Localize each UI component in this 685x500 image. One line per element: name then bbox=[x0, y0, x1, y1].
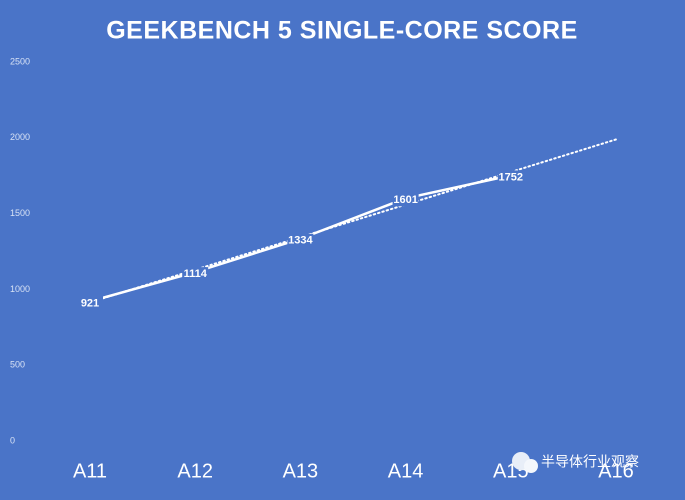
data-label: 1601 bbox=[393, 194, 417, 206]
data-label: 921 bbox=[81, 297, 99, 309]
y-tick-label: 500 bbox=[10, 360, 25, 370]
x-tick-label: A12 bbox=[177, 460, 213, 482]
y-tick-label: 2000 bbox=[10, 132, 30, 142]
data-label-bg bbox=[77, 296, 103, 310]
trend-line bbox=[89, 138, 617, 304]
y-tick-label: 1000 bbox=[10, 284, 30, 294]
data-label-bg bbox=[182, 267, 209, 281]
data-label-bg bbox=[287, 233, 314, 247]
y-tick-label: 2500 bbox=[10, 56, 30, 66]
x-tick-label: A13 bbox=[283, 460, 319, 482]
watermark: 半导体行业观察 bbox=[512, 452, 639, 473]
watermark-icon bbox=[524, 459, 538, 473]
data-label: 1114 bbox=[184, 268, 208, 280]
x-tick-label: A11 bbox=[73, 460, 107, 482]
y-tick-label: 0 bbox=[10, 435, 15, 445]
data-label-bg bbox=[497, 170, 524, 184]
data-label-bg bbox=[392, 193, 419, 207]
watermark-text: 半导体行业观察 bbox=[541, 454, 639, 470]
data-label: 1334 bbox=[288, 235, 313, 247]
y-tick-label: 1500 bbox=[10, 208, 30, 218]
x-tick-label: A16 bbox=[598, 460, 634, 482]
x-tick-label: A14 bbox=[388, 460, 424, 482]
chart-title: GEEKBENCH 5 SINGLE-CORE SCORE bbox=[106, 17, 578, 45]
data-label: 1752 bbox=[499, 171, 523, 183]
